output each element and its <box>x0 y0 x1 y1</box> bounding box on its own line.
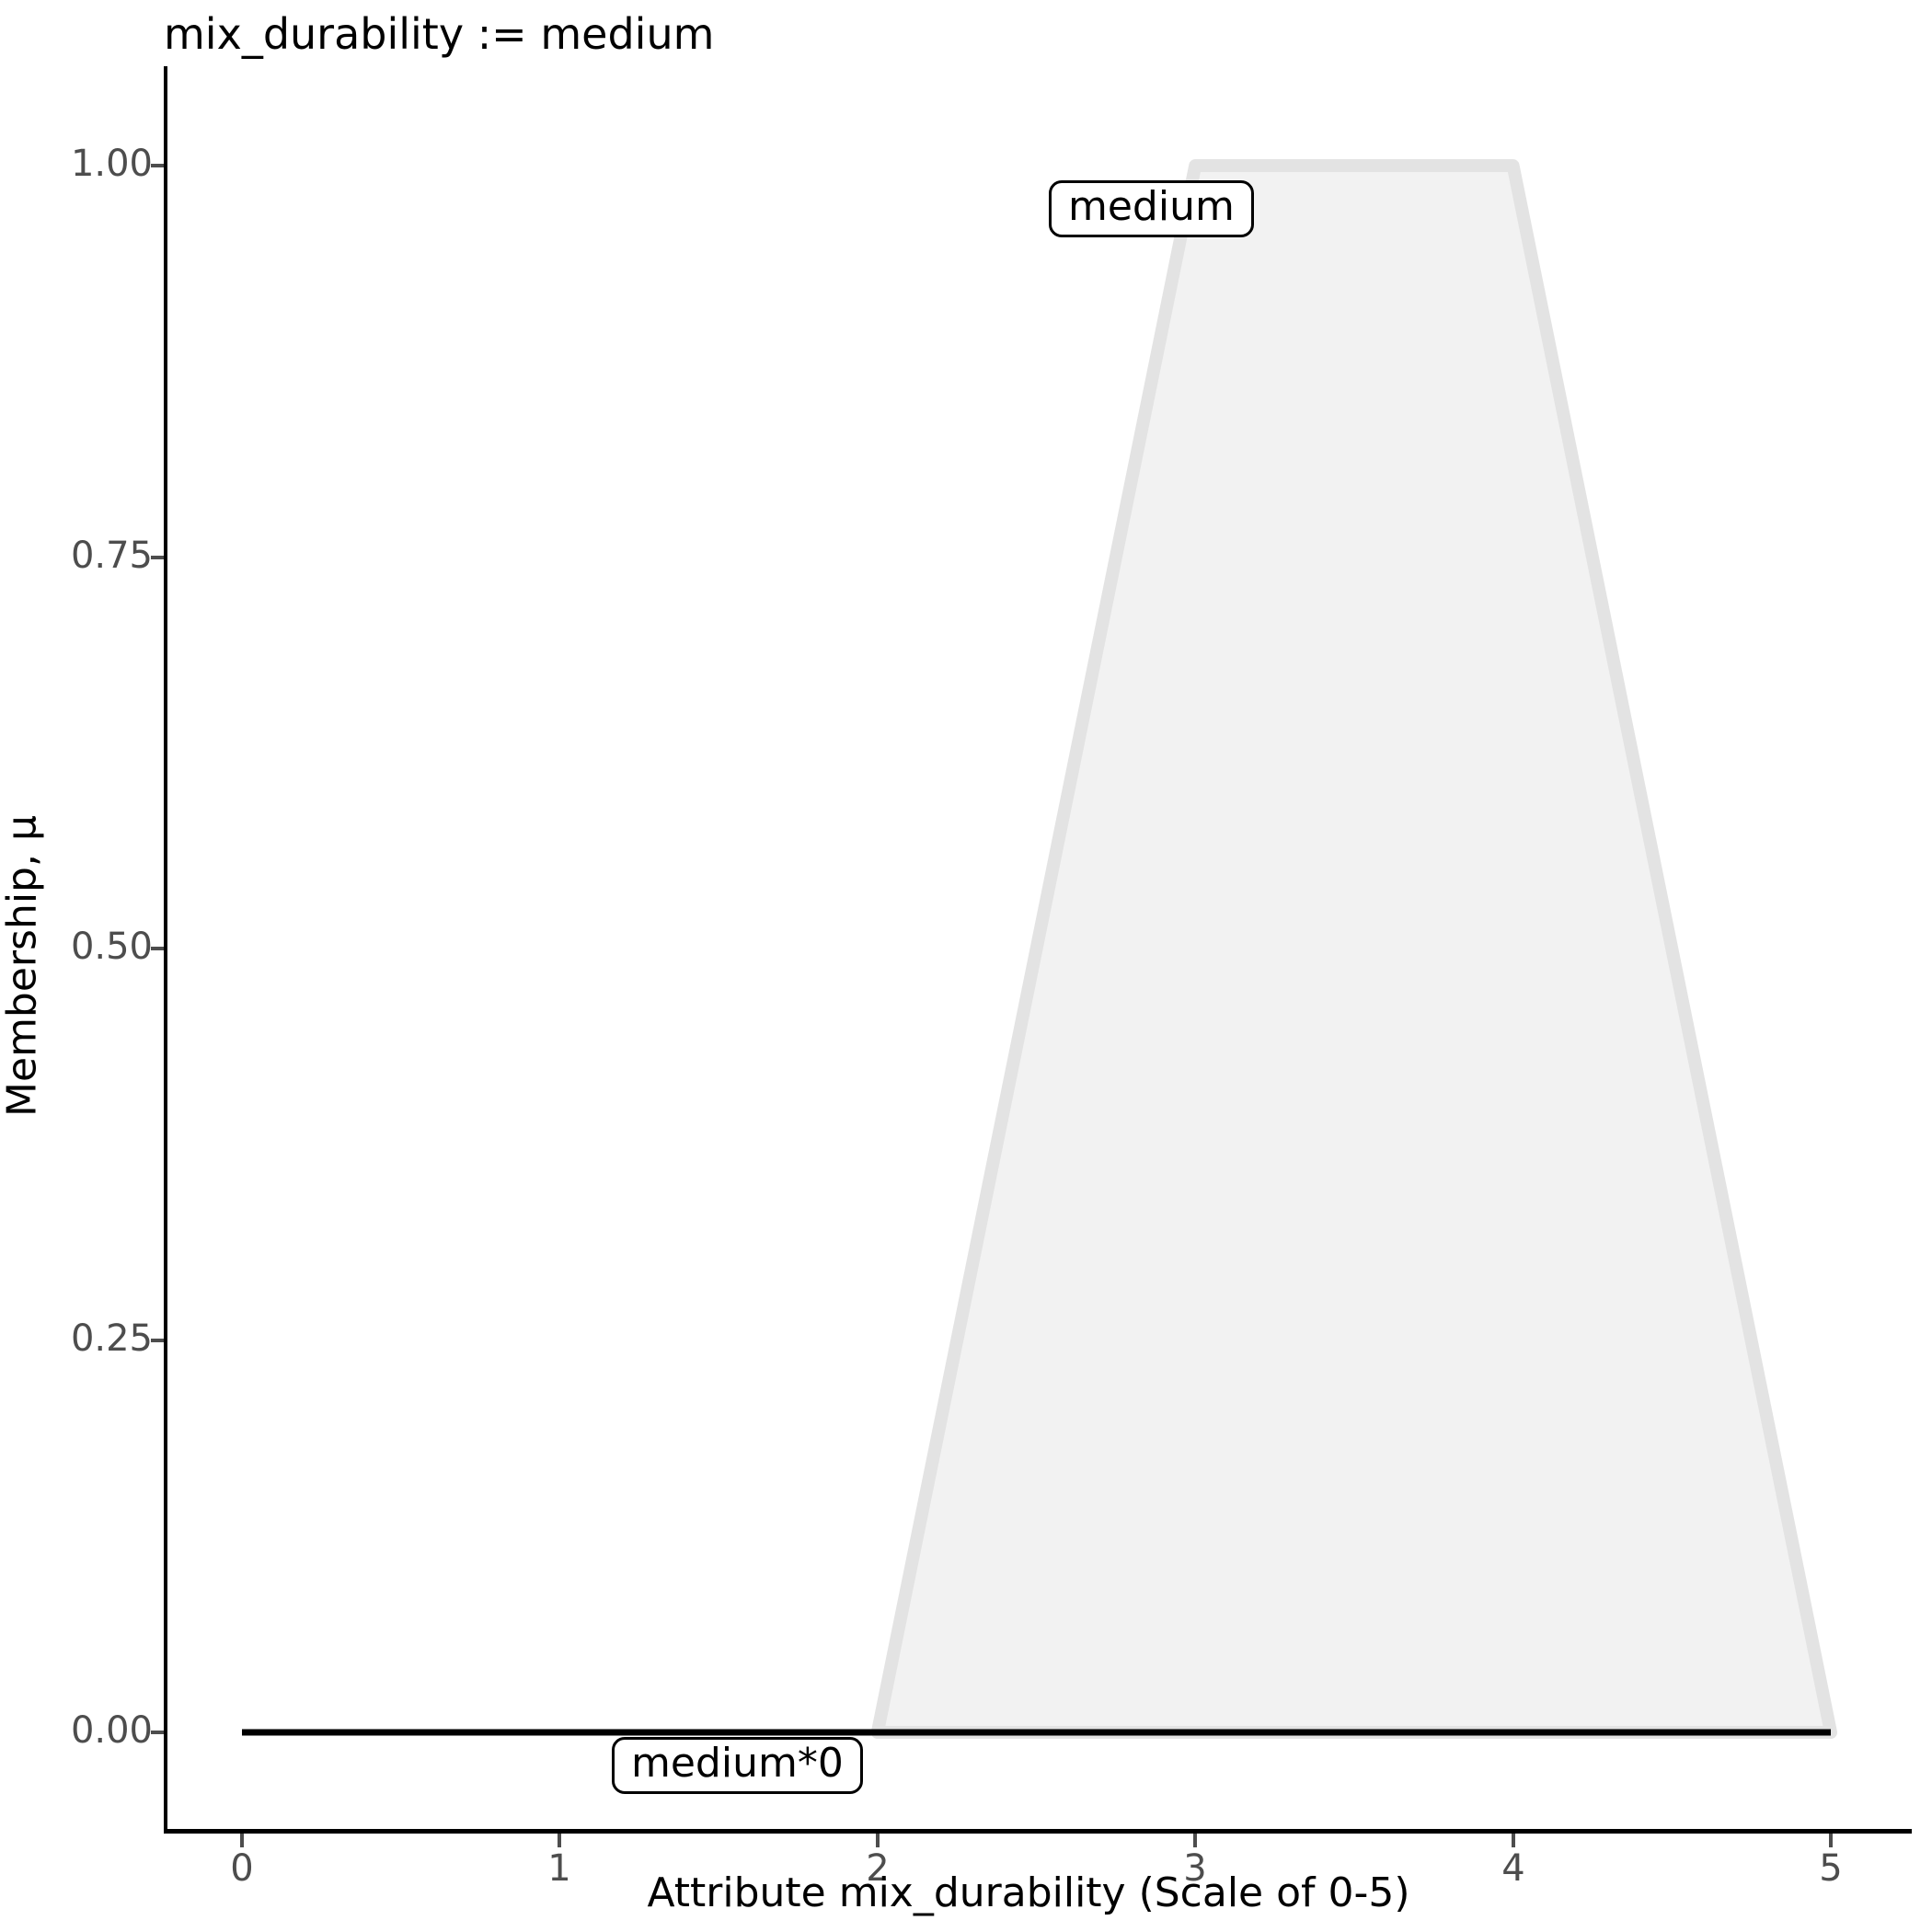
x-tick-mark <box>1193 1834 1197 1847</box>
series-area-medium <box>870 159 1837 1739</box>
y-tick-label: 0.00 <box>70 1709 153 1752</box>
y-tick-mark <box>151 947 164 950</box>
y-tick-mark <box>151 1339 164 1342</box>
x-tick-mark <box>1829 1834 1833 1847</box>
x-tick-mark <box>876 1834 880 1847</box>
y-tick-label: 0.50 <box>70 926 153 968</box>
y-tick-label: 1.00 <box>70 143 153 185</box>
y-tick-mark <box>151 556 164 559</box>
x-tick-label: 0 <box>230 1847 254 1890</box>
x-tick-mark <box>240 1834 244 1847</box>
series-label-medium-zero: medium*0 <box>612 1737 863 1794</box>
y-tick-label: 0.25 <box>70 1317 153 1360</box>
y-axis-line <box>164 66 167 1833</box>
x-axis-title: Attribute mix_durability (Scale of 0-5) <box>647 1869 1410 1916</box>
x-axis-line <box>164 1829 1912 1834</box>
series-label-medium: medium <box>1049 180 1254 237</box>
y-tick-label: 0.75 <box>70 535 153 577</box>
x-tick-label: 5 <box>1819 1847 1843 1890</box>
x-tick-label: 1 <box>547 1847 571 1890</box>
y-tick-mark <box>151 164 164 167</box>
x-tick-mark <box>1512 1834 1515 1847</box>
x-tick-mark <box>558 1834 561 1847</box>
page-title: mix_durability := medium <box>164 9 715 59</box>
y-tick-mark <box>151 1731 164 1734</box>
x-tick-label: 4 <box>1501 1847 1525 1890</box>
x-tick-label: 2 <box>866 1847 890 1890</box>
x-tick-label: 3 <box>1183 1847 1207 1890</box>
